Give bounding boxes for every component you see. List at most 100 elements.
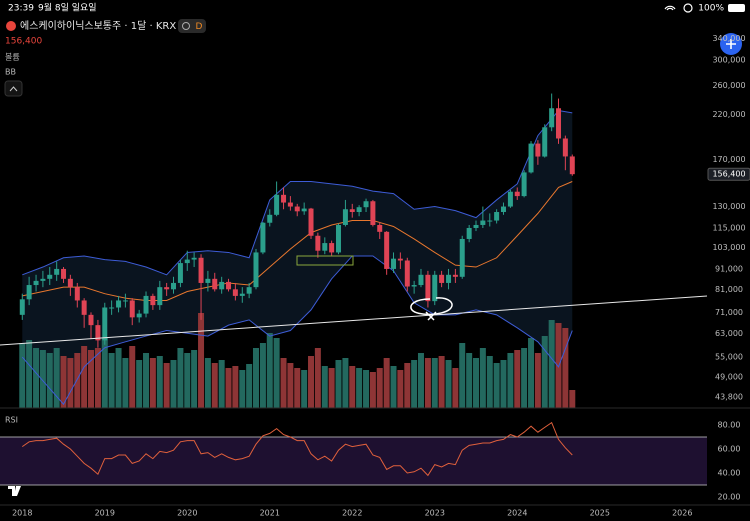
candle-body xyxy=(260,222,266,253)
candle-body xyxy=(116,300,122,308)
x-tick-label: 2025 xyxy=(590,509,610,518)
volume-bar xyxy=(328,368,335,408)
volume-bar xyxy=(177,348,184,408)
collapse-icon xyxy=(9,86,18,92)
volume-bar xyxy=(321,366,328,408)
symbol-title[interactable]: 에스케이하이닉스보통주 · 1달 · KRX xyxy=(20,19,176,32)
x-tick-label: 2024 xyxy=(507,509,527,518)
candle-body xyxy=(562,138,568,157)
x-tick-label: 2026 xyxy=(672,509,692,518)
volume-label: 볼륨 xyxy=(5,52,20,62)
x-tick-label: 2022 xyxy=(342,509,362,518)
status-time: 23:39 xyxy=(8,4,34,14)
candle-body xyxy=(439,274,445,283)
candle-body xyxy=(26,285,32,300)
candle-body xyxy=(184,259,190,264)
candle-body xyxy=(19,299,25,315)
candle-body xyxy=(198,257,204,283)
y-tick-label: 170,000 xyxy=(712,155,745,164)
candle-body xyxy=(170,282,176,290)
volume-bar xyxy=(562,328,569,408)
candle-body xyxy=(122,300,128,302)
volume-bar xyxy=(363,370,370,408)
volume-bar xyxy=(259,343,266,408)
volume-bar xyxy=(335,360,342,408)
candle-body xyxy=(74,287,80,301)
volume-bar xyxy=(198,313,205,408)
candle-body xyxy=(47,274,53,279)
candle-body xyxy=(239,293,245,296)
candle-body xyxy=(61,268,67,279)
candle-body xyxy=(308,208,314,236)
y-tick-label: 81,000 xyxy=(715,285,743,294)
candle-body xyxy=(356,207,362,213)
candle-body xyxy=(205,278,211,283)
candle-body xyxy=(535,143,541,157)
volume-bar xyxy=(184,353,191,408)
candle-body xyxy=(384,231,390,269)
candle-body xyxy=(157,287,163,306)
candle-body xyxy=(349,209,355,213)
candle-body xyxy=(391,258,397,269)
y-tick-label: 260,000 xyxy=(712,81,745,90)
y-tick-label: 91,000 xyxy=(715,264,743,273)
header-price: 156,400 xyxy=(5,37,42,47)
candle-body xyxy=(164,287,170,290)
y-tick-label: 71,000 xyxy=(715,308,743,317)
candle-body xyxy=(88,314,94,326)
volume-bar xyxy=(136,360,143,408)
candle-body xyxy=(226,281,232,290)
badge[interactable]: D xyxy=(196,22,203,32)
volume-bar xyxy=(479,348,486,408)
y-tick-label: 220,000 xyxy=(712,110,745,119)
candle-body xyxy=(473,224,479,228)
rsi-tick-label: 20.00 xyxy=(718,493,741,502)
bb-upper xyxy=(22,110,573,276)
candle-body xyxy=(363,201,369,208)
candle-body xyxy=(246,287,252,294)
volume-bar xyxy=(473,358,480,408)
y-tick-label: 49,000 xyxy=(715,373,743,382)
candle-body xyxy=(425,274,431,302)
x-tick-label: 2021 xyxy=(260,509,280,518)
y-tick-label: 300,000 xyxy=(712,56,745,65)
rsi-band xyxy=(0,437,707,485)
candle-body xyxy=(404,260,410,287)
candle-body xyxy=(267,214,273,223)
volume-bar xyxy=(411,360,418,408)
candle-body xyxy=(521,172,527,197)
candle-body xyxy=(397,258,403,261)
volume-bar xyxy=(376,368,383,408)
volume-bar xyxy=(252,348,259,408)
volume-bar xyxy=(507,353,514,408)
volume-bar xyxy=(81,346,88,408)
circle-drawing xyxy=(410,297,453,321)
volume-bar xyxy=(294,368,301,408)
volume-bar xyxy=(521,348,528,408)
volume-bar xyxy=(232,366,239,408)
rsi-label: RSI xyxy=(5,416,18,425)
candle-body xyxy=(253,252,259,288)
candle-body xyxy=(81,300,87,315)
candle-body xyxy=(342,209,348,225)
candle-body xyxy=(494,212,500,221)
candle-body xyxy=(528,143,534,173)
candle-body xyxy=(542,127,548,157)
x-tick-label: 2018 xyxy=(12,509,32,518)
status-icons xyxy=(664,3,745,13)
volume-bar xyxy=(191,350,198,408)
candle-body xyxy=(67,278,73,288)
x-tick-label: 2023 xyxy=(425,509,445,518)
collapse-button[interactable] xyxy=(4,80,23,97)
rsi-tick-label: 80.00 xyxy=(718,421,741,430)
last-price-tag xyxy=(707,167,750,181)
brand-logo xyxy=(8,486,21,496)
candle-body xyxy=(432,274,438,302)
candle-body xyxy=(370,201,376,225)
candle-body xyxy=(287,202,293,207)
x-tick-label: 2019 xyxy=(95,509,115,518)
box-drawing xyxy=(296,255,354,266)
candle-body xyxy=(500,206,506,213)
volume-bar xyxy=(163,363,170,408)
